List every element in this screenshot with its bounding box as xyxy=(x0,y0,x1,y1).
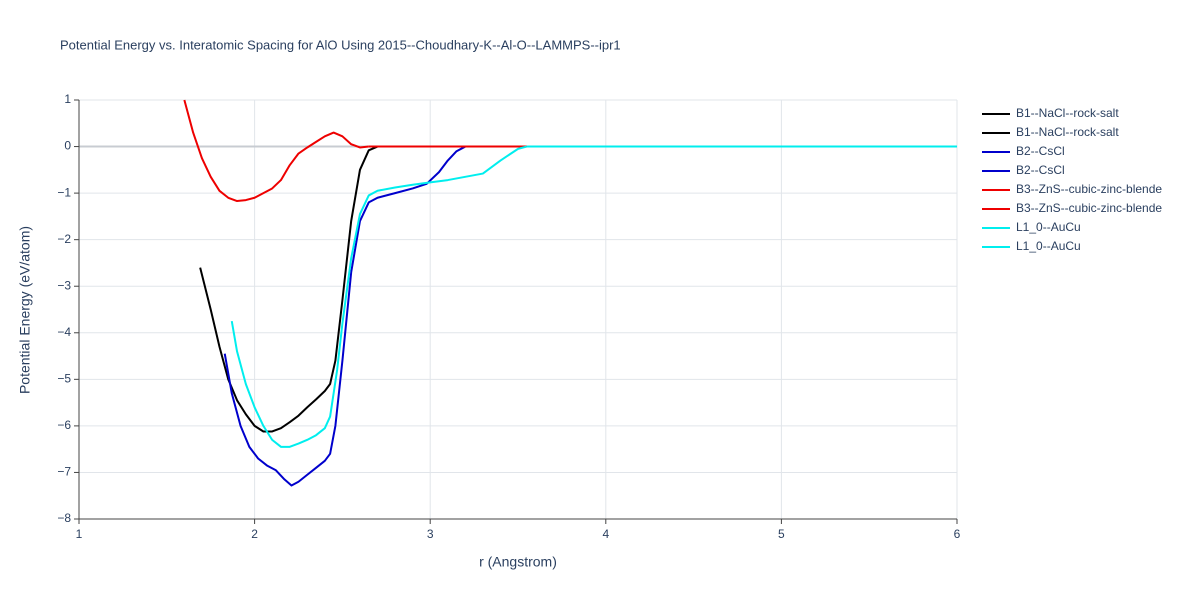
legend-label[interactable]: B1--NaCl--rock-salt xyxy=(1016,106,1119,120)
y-tick-label: 0 xyxy=(64,139,71,153)
series-line xyxy=(199,145,378,433)
y-tick-label: 1 xyxy=(64,92,71,106)
y-axis-title: Potential Energy (eV/atom) xyxy=(17,226,33,394)
y-tick-label: −7 xyxy=(57,465,71,479)
plot-lines xyxy=(183,99,957,487)
x-tick-label: 3 xyxy=(427,527,434,541)
series-line xyxy=(183,99,369,203)
series-line xyxy=(223,145,466,487)
y-tick-label: −3 xyxy=(57,278,71,292)
y-tick-label: −6 xyxy=(57,418,71,432)
x-tick-label: 1 xyxy=(76,527,83,541)
legend-label[interactable]: B2--CsCl xyxy=(1016,144,1065,158)
y-tick-label: −4 xyxy=(57,325,71,339)
x-tick-label: 6 xyxy=(954,527,961,541)
x-tick-label: 2 xyxy=(251,527,258,541)
legend-label[interactable]: L1_0--AuCu xyxy=(1016,239,1081,253)
x-tick-label: 4 xyxy=(602,527,609,541)
legend: B1--NaCl--rock-salt B1--NaCl--rock-salt B2… xyxy=(982,106,1162,253)
legend-label[interactable]: B3--ZnS--cubic-zinc-blende xyxy=(1016,201,1162,215)
chart-title: Potential Energy vs. Interatomic Spacing… xyxy=(60,37,621,52)
y-tick-label: −8 xyxy=(57,511,71,525)
x-tick-label: 5 xyxy=(778,527,785,541)
x-axis-title: r (Angstrom) xyxy=(479,554,557,570)
y-tick-label: −1 xyxy=(57,185,71,199)
y-tick-label: −5 xyxy=(57,372,71,386)
series-line xyxy=(230,145,528,448)
legend-label[interactable]: B2--CsCl xyxy=(1016,163,1065,177)
grid: 1 2 3 4 5 6 −8 −7 −6 −5 −4 −3 −2 −1 0 1 xyxy=(57,92,960,541)
legend-label[interactable]: L1_0--AuCu xyxy=(1016,220,1081,234)
legend-label[interactable]: B3--ZnS--cubic-zinc-blende xyxy=(1016,182,1162,196)
legend-label[interactable]: B1--NaCl--rock-salt xyxy=(1016,125,1119,139)
y-tick-label: −2 xyxy=(57,232,71,246)
